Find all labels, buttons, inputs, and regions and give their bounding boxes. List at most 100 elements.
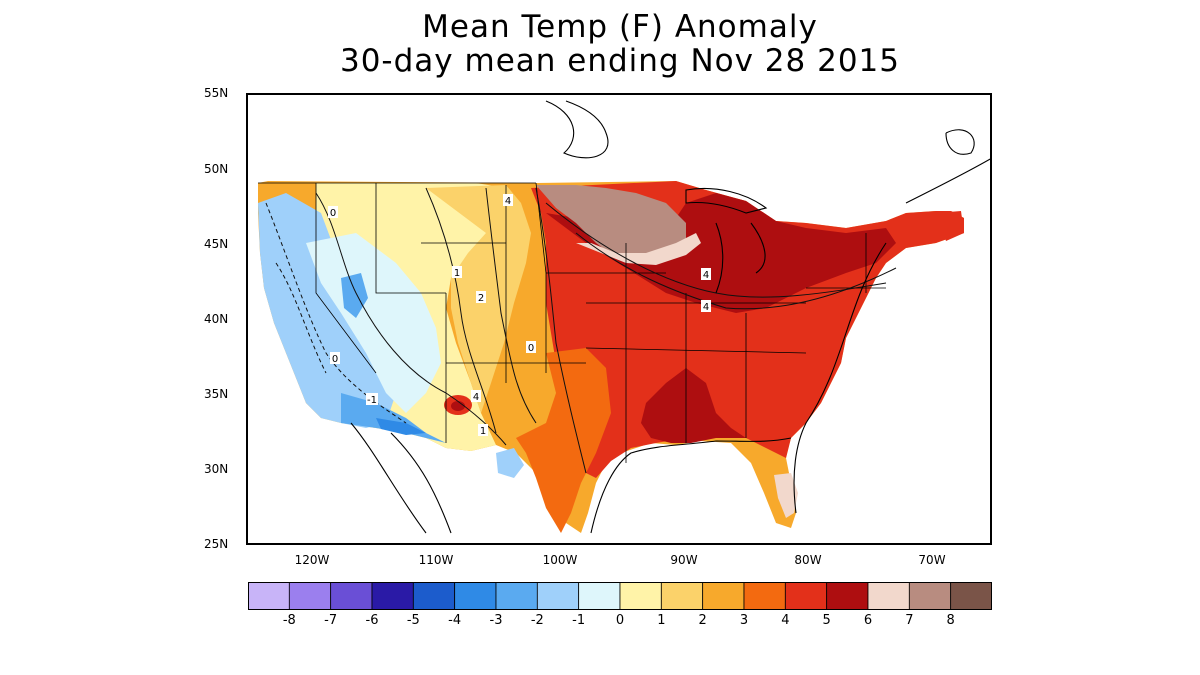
colorbar-label: 5 bbox=[822, 613, 831, 628]
boundary-meridian-10 bbox=[585, 347, 807, 354]
colorbar-label: -7 bbox=[324, 613, 338, 628]
region-maine-red bbox=[936, 211, 964, 241]
contour-label-bg bbox=[526, 341, 536, 353]
contour-label: 1 bbox=[480, 426, 486, 437]
contour-label: 2 bbox=[478, 293, 484, 304]
colorbar-cell bbox=[826, 582, 869, 610]
colorbar-cell bbox=[495, 582, 538, 610]
colorbar-cells bbox=[248, 582, 992, 610]
lon-label-120w: 120W bbox=[294, 553, 330, 567]
coast-lake-superior bbox=[685, 187, 768, 214]
colorbar-cell bbox=[330, 582, 373, 610]
contour-label: 4 bbox=[703, 302, 709, 313]
contour-label: 1 bbox=[454, 268, 460, 279]
colorbar-label: -4 bbox=[448, 613, 462, 628]
contour-label: 4 bbox=[473, 392, 479, 403]
boundary-meridian-1 bbox=[315, 183, 377, 374]
contour-label: 0 bbox=[330, 208, 336, 219]
lon-label-100w: 100W bbox=[542, 553, 578, 567]
contour-label-bg bbox=[701, 300, 711, 312]
colorbar-frame bbox=[248, 582, 992, 610]
contour-label: 0 bbox=[528, 343, 534, 354]
colorbar-label: -1 bbox=[572, 613, 586, 628]
colorbar-cell bbox=[371, 582, 414, 610]
region-pnw-lightblue bbox=[258, 193, 396, 428]
coast-lake-huron bbox=[750, 222, 766, 274]
state-boundaries bbox=[258, 182, 886, 463]
colorbar-label: 7 bbox=[905, 613, 914, 628]
region-azcold-blue bbox=[376, 418, 426, 435]
contour-two bbox=[485, 187, 537, 424]
colorbar-cell bbox=[288, 582, 332, 610]
contour-label-bg bbox=[476, 291, 486, 303]
colorbar-cell bbox=[248, 582, 290, 610]
colorbar-label: -6 bbox=[365, 613, 379, 628]
lat-label-35n: 35N bbox=[204, 387, 229, 401]
colorbar-cell bbox=[619, 582, 662, 610]
coast-gulf bbox=[590, 437, 792, 534]
region-greatlakes-pale bbox=[576, 233, 701, 265]
region-tx-blue bbox=[496, 448, 524, 478]
colorbar-label: 6 bbox=[863, 613, 873, 628]
lat-label-55n: 55N bbox=[204, 86, 229, 100]
coast-newfoundland bbox=[945, 129, 975, 155]
coast-lake-michigan bbox=[715, 222, 724, 294]
colorbar-label: -2 bbox=[530, 613, 544, 628]
lat-label-25n: 25N bbox=[204, 537, 229, 551]
map-title: Mean Temp (F) Anomaly bbox=[422, 9, 818, 45]
region-southeast-darkred bbox=[641, 368, 746, 443]
map-frame bbox=[246, 93, 992, 545]
colorbar-cell bbox=[908, 582, 952, 610]
lon-label-90w: 90W bbox=[670, 553, 698, 567]
contour-label: 4 bbox=[505, 196, 511, 207]
colorbar-cell bbox=[578, 582, 621, 610]
colorbar-label: 1 bbox=[657, 613, 666, 628]
contour-one bbox=[425, 187, 497, 434]
colorbar-cell bbox=[454, 582, 497, 610]
region-idaho-blue bbox=[341, 273, 368, 318]
contour-label-bg bbox=[478, 424, 488, 436]
lon-label-110w: 110W bbox=[418, 553, 454, 567]
contour-label: -1 bbox=[367, 395, 377, 406]
contour-four bbox=[545, 202, 887, 298]
anomaly-map: 0 0 1 2 0 -1 1 4 4 4 4 bbox=[246, 93, 992, 545]
colorbar-label: 2 bbox=[698, 613, 707, 628]
contour-label-group: 0 0 1 2 0 -1 1 4 4 4 4 bbox=[328, 194, 711, 437]
colorbar bbox=[248, 582, 992, 610]
coastlines bbox=[350, 100, 992, 534]
contour-label-bg bbox=[452, 266, 462, 278]
contour-five bbox=[575, 232, 897, 310]
contour-zero bbox=[315, 192, 507, 446]
lat-label-40n: 40N bbox=[204, 312, 229, 326]
contour-label-bg bbox=[471, 390, 481, 402]
region-texas-orange bbox=[516, 348, 611, 533]
colorbar-label: -3 bbox=[489, 613, 503, 628]
coast-nova-scotia bbox=[905, 157, 992, 204]
colorbar-cell bbox=[950, 582, 992, 610]
lat-label-50n: 50N bbox=[204, 162, 229, 176]
map-subtitle: 30-day mean ending Nov 28 2015 bbox=[339, 43, 900, 79]
contour-label: 0 bbox=[332, 354, 338, 365]
colorbar-cell bbox=[867, 582, 910, 610]
region-florida-pale bbox=[774, 473, 798, 518]
lat-label-30n: 30N bbox=[204, 462, 229, 476]
colorbar-cell bbox=[702, 582, 745, 610]
coast-mexico bbox=[350, 422, 452, 534]
boundary-meridian-2 bbox=[375, 183, 446, 294]
lon-label-70w: 70W bbox=[918, 553, 946, 567]
colorbar-cell bbox=[412, 582, 456, 610]
region-nm-hotcore bbox=[451, 401, 465, 411]
lat-label-45n: 45N bbox=[204, 237, 229, 251]
contour-label-bg bbox=[503, 194, 513, 206]
contour-label-bg bbox=[328, 206, 338, 218]
contour-neg-two bbox=[275, 262, 327, 374]
colorbar-label: 8 bbox=[946, 613, 955, 628]
colorbar-cell bbox=[536, 582, 580, 610]
colorbar-cell bbox=[784, 582, 828, 610]
colorbar-label: -5 bbox=[406, 613, 420, 628]
colorbar-cell bbox=[743, 582, 786, 610]
contour-label-bg bbox=[330, 352, 340, 364]
coast-canada-hudson bbox=[545, 100, 609, 159]
colorbar-label: -8 bbox=[282, 613, 296, 628]
contour-label-bg bbox=[366, 393, 378, 405]
